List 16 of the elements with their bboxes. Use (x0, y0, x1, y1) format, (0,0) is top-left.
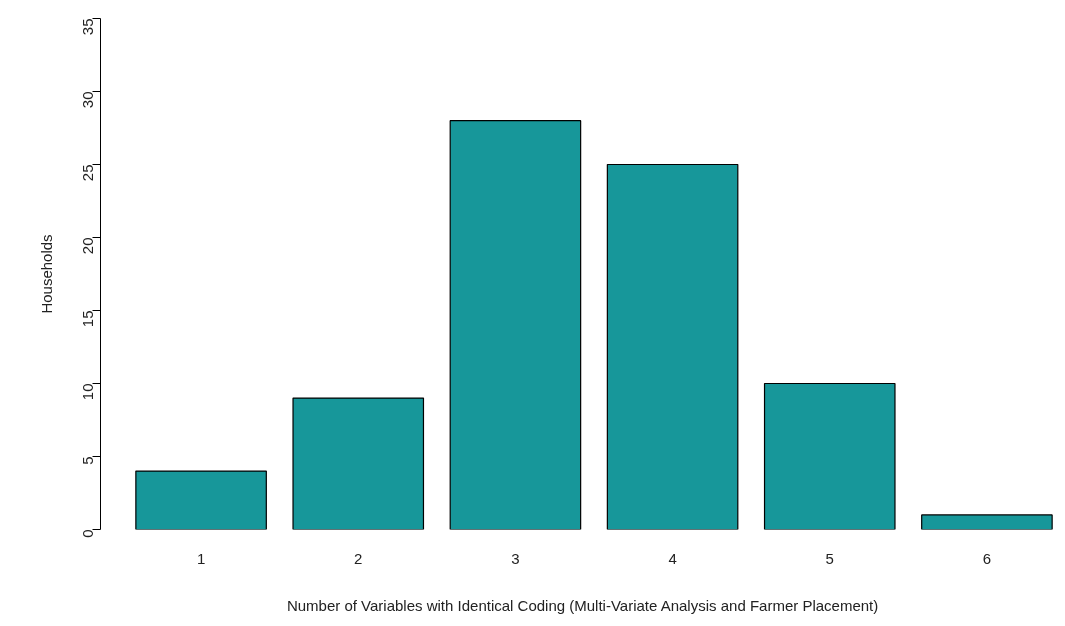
y-tick-label: 10 (78, 383, 96, 401)
y-tick-label: 20 (78, 237, 96, 255)
y-tick-label: 5 (78, 456, 96, 465)
y-tick-label: 30 (78, 91, 96, 109)
y-tick-label: 25 (78, 164, 96, 182)
x-tick-label: 6 (982, 549, 992, 567)
y-tick-label: 15 (78, 310, 96, 328)
y-axis-title: Households (37, 234, 55, 314)
x-axis-title: Number of Variables with Identical Coding (Multi-Variate Analysis and Farmer Placement) (286, 596, 879, 614)
x-tick-label: 4 (668, 549, 677, 567)
x-tick-label: 2 (354, 549, 363, 567)
y-tick-label: 0 (78, 529, 96, 538)
x-tick-label: 1 (196, 549, 206, 567)
y-tick-label: 35 (78, 18, 96, 36)
x-tick-label: 3 (511, 549, 520, 567)
x-tick-label: 5 (825, 549, 834, 567)
